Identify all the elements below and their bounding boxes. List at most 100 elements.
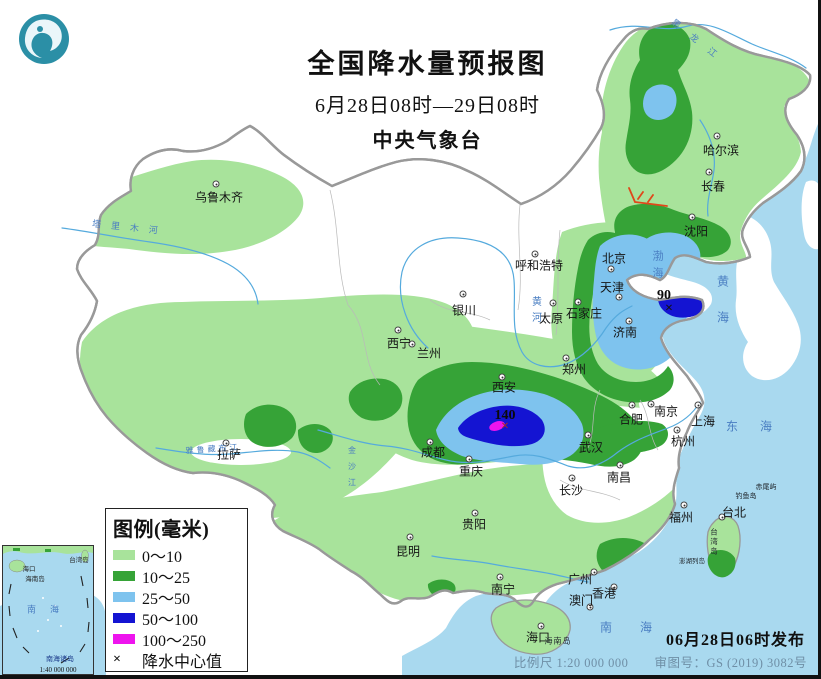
legend-label: 50～100 — [142, 611, 199, 629]
legend-row: 50～100 — [113, 609, 240, 629]
city-label-贵阳: 贵阳 — [461, 517, 487, 532]
inset-islets — [37, 597, 62, 632]
city-label-武汉: 武汉 — [578, 440, 604, 455]
rain-10-25-taiwan-south — [707, 550, 736, 578]
legend-swatch — [113, 570, 135, 581]
city-label-南京: 南京 — [653, 404, 679, 419]
inset-label-南海诸岛: 南海诸岛 — [46, 655, 74, 663]
frame-right-border — [818, 0, 821, 679]
city-dot-西安 — [498, 373, 506, 381]
city-dot-福州 — [680, 501, 688, 509]
legend-label: 25～50 — [142, 590, 191, 608]
rain-10-25-qinghai-blob — [348, 378, 403, 421]
city-dot-南京 — [647, 400, 655, 408]
rain-25-50-heilongjiang — [643, 84, 677, 120]
inset-label-1:40 000 000: 1:40 000 000 — [39, 666, 77, 674]
city-label-台北: 台北 — [721, 505, 747, 520]
city-label-拉萨: 拉萨 — [216, 447, 242, 462]
sea-label-渤海: 渤海 — [651, 250, 663, 284]
city-label-南昌: 南昌 — [606, 470, 632, 485]
city-label-郑州: 郑州 — [561, 362, 587, 377]
korea-peninsula — [735, 215, 801, 381]
city-dot-天津 — [615, 293, 623, 301]
logo-eye — [37, 26, 43, 32]
river-label-黄河: 黄河 — [529, 296, 541, 328]
legend-label: 降水中心值 — [142, 653, 223, 671]
city-label-西宁: 西宁 — [386, 336, 412, 351]
legend-label: 10～25 — [142, 569, 191, 587]
legend-row: 10～25 — [113, 567, 240, 587]
hainan-island — [490, 599, 571, 655]
sea-label-黄海: 黄海 — [715, 275, 730, 347]
center-value-140: 140 — [494, 408, 516, 423]
inset-map-graphic — [3, 546, 93, 664]
city-label-南宁: 南宁 — [490, 582, 516, 597]
city-label-上海: 上海 — [690, 414, 716, 429]
center-mark-140: × — [501, 419, 509, 434]
heilongjiang-river — [609, 24, 807, 69]
city-label-福州: 福州 — [668, 510, 694, 525]
map-scale-line: 比例尺 1:20 000 000 审图号：GS (2019) 3082号 — [514, 652, 807, 671]
city-label-北京: 北京 — [601, 251, 627, 266]
city-dot-成都 — [426, 438, 434, 446]
agency-name: 中央气象台 — [372, 130, 483, 152]
issue-time: 06月28日06时发布 — [665, 632, 805, 649]
island-label-海南岛: 海南岛 — [544, 636, 572, 646]
city-dot-昆明 — [406, 533, 414, 541]
yellow-river — [399, 237, 633, 368]
yangtze-river — [317, 401, 701, 469]
rain-10-25-tibet-east1 — [244, 404, 297, 447]
rivers — [61, 24, 807, 583]
city-dot-武汉 — [584, 431, 592, 439]
scale-text: 比例尺 1:20 000 000 — [513, 656, 629, 670]
japan-islands — [801, 180, 821, 250]
city-dot-兰州 — [408, 340, 416, 348]
island-label-澎湖列岛: 澎湖列岛 — [679, 558, 705, 565]
legend-row: × 降水中心值 — [113, 651, 240, 671]
city-label-石家庄: 石家庄 — [565, 306, 603, 321]
city-label-广州: 广州 — [567, 572, 593, 587]
sea-label-东海: 东海 — [725, 419, 795, 434]
rain-100-250-center — [489, 421, 505, 431]
inset-label-海南岛: 海南岛 — [25, 576, 45, 583]
legend-swatch — [113, 633, 135, 644]
city-dot-拉萨 — [222, 439, 230, 447]
center-value-90: 90 — [657, 288, 671, 303]
frame-bottom-border — [0, 675, 821, 679]
city-dot-杭州 — [673, 426, 681, 434]
city-dot-重庆 — [465, 455, 473, 463]
city-label-西安: 西安 — [491, 380, 517, 395]
page-title: 全国降水量预报图 — [307, 49, 548, 79]
center-mark-90: × — [665, 301, 673, 316]
city-dot-香港 — [610, 583, 618, 591]
city-label-太原: 太原 — [538, 311, 564, 326]
city-dot-沈阳 — [688, 213, 696, 221]
review-number: 审图号：GS (2019) 3082号 — [654, 656, 807, 670]
city-dot-乌鲁木齐 — [212, 180, 220, 188]
china-national-border — [75, 21, 812, 608]
logo-swirl — [24, 19, 62, 58]
city-label-杭州: 杭州 — [670, 434, 696, 449]
inset-label-台湾岛: 台湾岛 — [69, 557, 89, 564]
songhua-river — [699, 119, 715, 217]
city-dot-海口 — [537, 622, 545, 630]
city-dot-太原 — [549, 299, 557, 307]
city-label-海口: 海口 — [525, 630, 551, 645]
legend-row: 100～250 — [113, 630, 240, 650]
city-dot-银川 — [459, 290, 467, 298]
title-block: 全国降水量预报图 6月28日08时—29日08时 中央气象台 — [255, 42, 600, 153]
city-label-银川: 银川 — [451, 303, 477, 318]
city-label-哈尔滨: 哈尔滨 — [702, 143, 740, 158]
tarim-river — [61, 227, 259, 305]
inset-taiwan — [81, 549, 89, 563]
inset-rain-patch1 — [13, 548, 20, 551]
forecast-period: 6月28日08时—29日08时 — [315, 95, 540, 117]
city-dot-济南 — [625, 317, 633, 325]
island-label-台湾岛: 台湾岛 — [709, 527, 719, 557]
city-dot-合肥 — [628, 401, 636, 409]
city-dot-西宁 — [394, 326, 402, 334]
yarlung-river — [155, 447, 331, 469]
rain-10-25-hubei-band — [598, 421, 668, 453]
city-dot-南宁 — [496, 573, 504, 581]
